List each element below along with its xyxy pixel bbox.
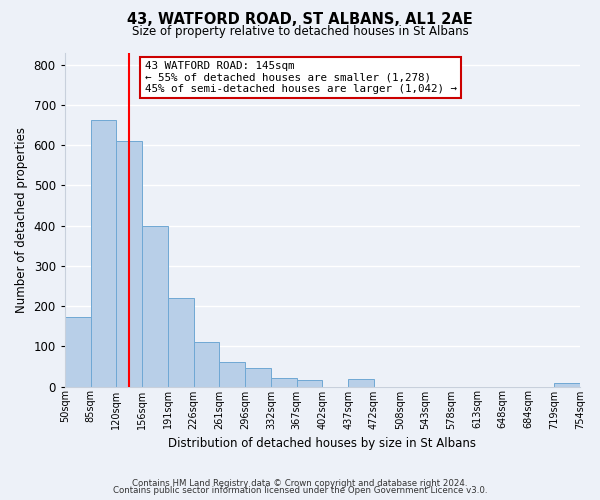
- Bar: [116, 141, 142, 386]
- Bar: [296, 380, 322, 386]
- Bar: [65, 318, 91, 386]
- Text: Size of property relative to detached houses in St Albans: Size of property relative to detached ho…: [131, 25, 469, 38]
- Text: Contains public sector information licensed under the Open Government Licence v3: Contains public sector information licen…: [113, 486, 487, 495]
- Text: 43 WATFORD ROAD: 145sqm
← 55% of detached houses are smaller (1,278)
45% of semi: 43 WATFORD ROAD: 145sqm ← 55% of detache…: [145, 61, 457, 94]
- Bar: [194, 342, 220, 386]
- Y-axis label: Number of detached properties: Number of detached properties: [15, 126, 28, 312]
- Bar: [220, 362, 245, 386]
- Text: 43, WATFORD ROAD, ST ALBANS, AL1 2AE: 43, WATFORD ROAD, ST ALBANS, AL1 2AE: [127, 12, 473, 28]
- Bar: [245, 368, 271, 386]
- Bar: [91, 120, 116, 386]
- Text: Contains HM Land Registry data © Crown copyright and database right 2024.: Contains HM Land Registry data © Crown c…: [132, 478, 468, 488]
- Bar: [348, 380, 374, 386]
- Bar: [168, 298, 194, 386]
- Bar: [142, 226, 168, 386]
- Bar: [554, 384, 580, 386]
- X-axis label: Distribution of detached houses by size in St Albans: Distribution of detached houses by size …: [169, 437, 476, 450]
- Bar: [271, 378, 296, 386]
